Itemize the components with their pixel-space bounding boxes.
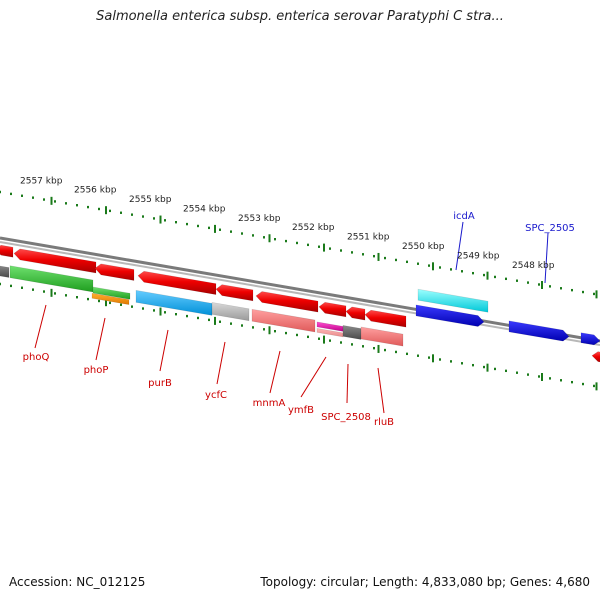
callout-line (216, 341, 226, 385)
scale-label: 2556 kbp (74, 186, 117, 196)
callout-line (34, 304, 47, 349)
callout-line (300, 356, 327, 398)
minus-gene-block (94, 263, 135, 281)
gene-label: purB (148, 378, 172, 389)
minus-gene-block (215, 284, 254, 302)
gene-label: ycfC (205, 390, 227, 401)
plus-gene-block (580, 332, 600, 346)
callout-line (95, 317, 106, 361)
scale-label: 2552 kbp (292, 223, 335, 233)
plus-gene-block (415, 304, 485, 327)
callout-line (269, 350, 281, 394)
minus-gene-block (345, 306, 366, 321)
callout-line (159, 329, 169, 372)
backbone-line (0, 241, 600, 346)
category-block (211, 302, 250, 322)
minus-gene-block (0, 244, 14, 258)
map-title: Salmonella enterica subsp. enterica sero… (96, 9, 504, 24)
scale-label: 2551 kbp (347, 233, 390, 243)
category-block (135, 289, 213, 316)
callout-line (455, 221, 464, 271)
category-block (360, 326, 404, 347)
accession-label: Accession: NC_012125 (9, 575, 146, 589)
gene-label: SPC_2505 (525, 223, 575, 234)
category-block (316, 328, 344, 338)
minus-gene-block (591, 351, 600, 363)
category-block (0, 265, 10, 278)
minus-gene-block (137, 270, 217, 295)
category-block (251, 308, 316, 333)
callout-line (544, 232, 549, 284)
gene-label: SPC_2508 (321, 412, 371, 423)
plus-gene-block (508, 320, 570, 342)
minus-gene-block (255, 291, 319, 313)
category-block (342, 325, 362, 340)
gene-label: rluB (374, 417, 394, 428)
callout-line (346, 363, 349, 404)
gene-label: mnmA (253, 398, 286, 409)
scale-label: 2555 kbp (129, 195, 172, 205)
scale-label: 2550 kbp (402, 242, 445, 252)
backbone-line (0, 236, 600, 343)
gene-label: phoQ (23, 352, 50, 363)
gene-label: ymfB (288, 405, 314, 416)
scale-label: 2548 kbp (512, 261, 555, 271)
gene-label: phoP (84, 365, 109, 376)
gene-label: icdA (453, 211, 475, 222)
scale-label: 2557 kbp (20, 176, 63, 186)
callout-line (377, 367, 385, 414)
minus-gene-block (318, 301, 347, 318)
category-block (91, 292, 130, 305)
scale-label: 2553 kbp (238, 214, 281, 224)
scale-label: 2549 kbp (457, 251, 500, 261)
minus-gene-block (13, 248, 97, 274)
scale-label: 2554 kbp (183, 204, 226, 214)
genome-summary: Topology: circular; Length: 4,833,080 bp… (260, 575, 590, 589)
category-block (92, 286, 131, 300)
minus-gene-block (364, 309, 407, 328)
category-block (417, 288, 489, 313)
